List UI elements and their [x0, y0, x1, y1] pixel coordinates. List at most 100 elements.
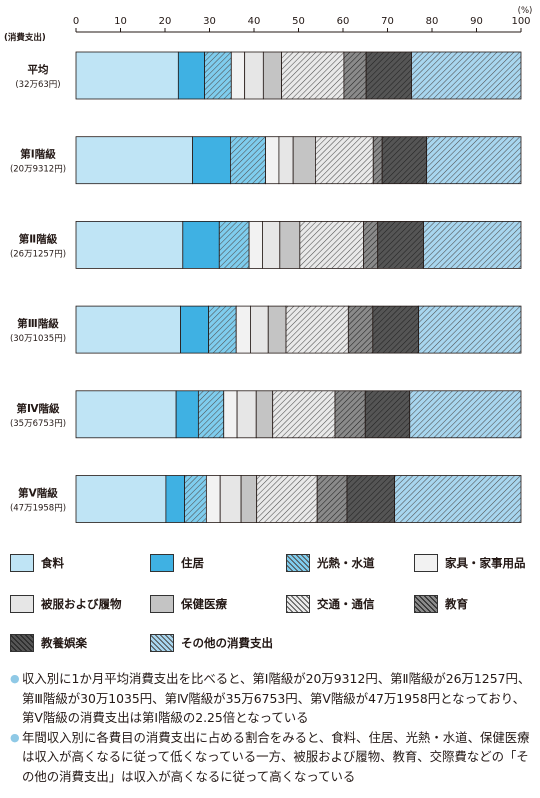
legend-label-housing: 住居: [181, 556, 204, 570]
x-tick-label: 70: [381, 16, 394, 27]
x-tick-label: 20: [159, 16, 172, 27]
legend-item-other: その他の消費支出: [150, 631, 273, 655]
category-label: 平均: [28, 63, 49, 76]
bar-segment: [343, 51, 367, 100]
bar-segment: [285, 305, 349, 354]
bar-segment: [223, 390, 238, 439]
bar-segment: [197, 390, 225, 439]
bar-segment: [423, 220, 522, 269]
category-sublabel: (32万63円): [15, 80, 60, 90]
note-text: 収入別に1か月平均消費支出を比べると、第Ⅰ階級が20万9312円、第Ⅱ階級が26…: [22, 671, 531, 725]
bar-segment: [334, 390, 366, 439]
bar-segment: [255, 390, 274, 439]
legend-label-other: その他の消費支出: [181, 636, 273, 650]
bar-segment: [75, 390, 177, 439]
x-tick-label: 80: [426, 16, 439, 27]
bar-segment: [409, 390, 522, 439]
bar-segment: [265, 136, 280, 185]
bar-segment: [315, 136, 374, 185]
x-tick-label: 40: [248, 16, 261, 27]
bar-segment: [204, 51, 232, 100]
x-tick-label: 90: [470, 16, 483, 27]
bar-segment: [377, 220, 424, 269]
bar-segment: [75, 305, 181, 354]
legend-swatch-recreation: [10, 634, 34, 652]
category-label: 第Ⅰ階級: [20, 148, 56, 161]
bar-segment: [175, 390, 199, 439]
bar-segment: [235, 305, 251, 354]
bar-segment: [165, 475, 185, 523]
legend-swatch-utilities: [286, 554, 310, 572]
legend-swatch-food: [10, 554, 34, 572]
bar-segment: [180, 305, 210, 354]
bar-segment: [219, 475, 242, 523]
bar-segment: [218, 220, 250, 269]
x-tick-label: 50: [292, 16, 305, 27]
bar-segment: [75, 136, 193, 185]
legend-label-recreation: 教養娯楽: [41, 636, 87, 650]
bar-segment: [281, 51, 345, 100]
category-sublabel: (26万1257円): [10, 249, 66, 259]
x-tick-label: 30: [203, 16, 216, 27]
legend-label-medical: 保健医療: [181, 597, 227, 611]
bar-segment: [182, 220, 220, 269]
bar-segment: [364, 390, 411, 439]
note-item: ● 年間収入別に各費目の消費支出に占める割合をみると、食料、住居、光熱・水道、保…: [10, 728, 532, 787]
bar-segment: [381, 136, 428, 185]
bar-segment: [244, 51, 264, 100]
legend-item-transport: 交通・通信: [286, 592, 375, 616]
bar-segment: [240, 475, 258, 523]
x-tick-label: 60: [337, 16, 350, 27]
bar-segment: [205, 475, 221, 523]
legend-label-transport: 交通・通信: [317, 597, 375, 611]
bar-segment: [418, 305, 522, 354]
legend-label-furniture: 家具・家事用品: [445, 556, 526, 570]
bar-segment: [272, 390, 336, 439]
bar-segment: [411, 51, 522, 100]
notes: ● 収入別に1か月平均消費支出を比べると、第Ⅰ階級が20万9312円、第Ⅱ階級が…: [10, 669, 532, 786]
bar-segment: [256, 475, 318, 523]
legend-item-recreation: 教養娯楽: [10, 631, 87, 655]
legend-item-furniture: 家具・家事用品: [414, 551, 526, 575]
legend-swatch-clothing: [10, 595, 34, 613]
legend-item-housing: 住居: [150, 551, 204, 575]
x-unit-label: (%): [518, 6, 533, 16]
bar-segment: [299, 220, 364, 269]
bar-segment: [394, 475, 522, 523]
bar-segment: [372, 305, 420, 354]
legend-swatch-transport: [286, 595, 310, 613]
bar-segment: [347, 305, 374, 354]
bar-segment: [279, 220, 301, 269]
bar-segment: [372, 136, 383, 185]
bullet-icon: ●: [10, 672, 20, 685]
category-label: 第Ⅱ階級: [19, 232, 58, 245]
note-text: 年間収入別に各費目の消費支出に占める割合をみると、食料、住居、光熱・水道、保健医…: [22, 729, 530, 784]
legend-swatch-furniture: [414, 554, 438, 572]
x-tick-label: 0: [73, 16, 79, 27]
bar-segment: [230, 51, 246, 100]
x-tick-label: 10: [114, 16, 127, 27]
legend-label-utilities: 光熱・水道: [317, 556, 375, 570]
bar-segment: [75, 475, 167, 523]
bar-segment: [248, 220, 263, 269]
stacked-bar-chart: (消費支出) (%) 0 10 20 30 40 50 60 70 80 90 100 平均 (32万63円…: [4, 6, 533, 523]
category-sublabel: (30万1035円): [10, 334, 66, 344]
bar-segment: [75, 220, 184, 269]
category-label: 第Ⅳ階級: [16, 402, 60, 415]
category-sublabel: (35万6753円): [10, 419, 66, 429]
legend-label-food: 食料: [41, 556, 64, 570]
x-tick-label: 100: [511, 16, 530, 27]
category-label: 第Ⅲ階級: [17, 317, 59, 330]
bar-segment: [250, 305, 269, 354]
legend-swatch-housing: [150, 554, 174, 572]
legend-item-utilities: 光熱・水道: [286, 551, 375, 575]
legend-swatch-medical: [150, 595, 174, 613]
legend-swatch-education: [414, 595, 438, 613]
legend-item-medical: 保健医療: [150, 592, 227, 616]
bar-segment: [365, 51, 412, 100]
bar-segment: [262, 220, 281, 269]
bar-segment: [230, 136, 266, 185]
legend-item-education: 教育: [414, 592, 468, 616]
bar-segment: [267, 305, 287, 354]
note-item: ● 収入別に1か月平均消費支出を比べると、第Ⅰ階級が20万9312円、第Ⅱ階級が…: [10, 669, 532, 728]
